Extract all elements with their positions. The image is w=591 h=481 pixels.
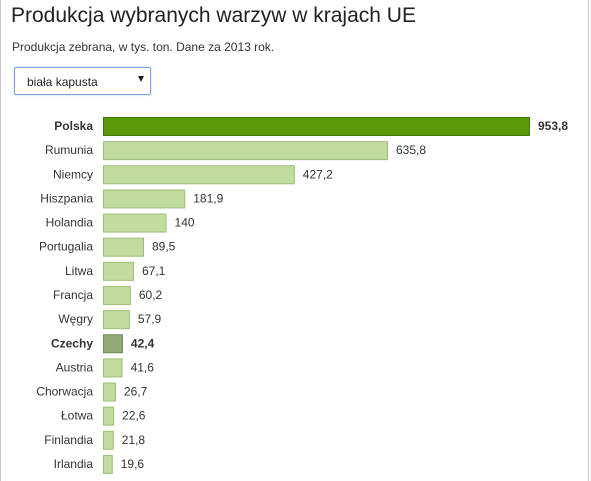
category-label: Portugalia: [39, 240, 93, 254]
value-label: 140: [175, 216, 195, 230]
category-label: Rumunia: [45, 143, 93, 157]
value-label: 19,6: [121, 457, 145, 471]
value-label: 42,4: [131, 336, 155, 350]
vegetable-select[interactable]: biała kapusta: [14, 67, 151, 95]
value-label: 67,1: [142, 264, 166, 278]
value-label: 953,8: [538, 119, 568, 133]
bar[interactable]: [103, 189, 186, 209]
bar[interactable]: [103, 285, 131, 305]
value-label: 635,8: [396, 143, 426, 157]
category-label: Austria: [56, 360, 94, 374]
bar[interactable]: [103, 261, 134, 281]
category-label: Finlandia: [44, 433, 93, 447]
bar[interactable]: [103, 117, 530, 136]
category-label: Niemcy: [53, 167, 93, 181]
value-label: 57,9: [138, 312, 162, 326]
value-label: 26,7: [124, 385, 148, 399]
category-label: Węgry: [58, 312, 93, 326]
category-label: Łotwa: [61, 409, 93, 423]
value-label: 181,9: [193, 191, 223, 205]
category-label: Litwa: [65, 264, 93, 278]
value-label: 21,8: [122, 433, 146, 447]
category-label: Irlandia: [54, 457, 94, 471]
value-label: 89,5: [152, 240, 176, 254]
vegetable-select-value: biała kapusta: [27, 75, 98, 89]
bar[interactable]: [103, 213, 167, 233]
bar[interactable]: [103, 310, 130, 330]
bar[interactable]: [103, 430, 114, 450]
bar[interactable]: [103, 454, 113, 474]
value-label: 427,2: [303, 167, 333, 181]
bar[interactable]: [103, 165, 295, 185]
bar[interactable]: [103, 237, 144, 257]
bar[interactable]: [103, 382, 116, 402]
page-subtitle: Produkcja zebrana, w tys. ton. Dane za 2…: [12, 40, 275, 54]
page-title: Produkcja wybranych warzyw w krajach UE: [11, 4, 416, 27]
bar[interactable]: [103, 406, 115, 426]
value-label: 60,2: [139, 288, 163, 302]
category-label: Holandia: [46, 216, 94, 230]
chevron-down-icon: [138, 76, 144, 82]
bar[interactable]: [103, 141, 388, 161]
category-label: Francja: [53, 288, 93, 302]
value-label: 22,6: [122, 409, 146, 423]
value-label: 41,6: [131, 360, 155, 374]
category-label: Chorwacja: [36, 385, 93, 399]
bar[interactable]: [103, 334, 123, 354]
category-label: Polska: [54, 119, 93, 133]
category-label: Hiszpania: [40, 191, 93, 205]
category-label: Czechy: [51, 336, 93, 350]
bar[interactable]: [103, 358, 123, 378]
